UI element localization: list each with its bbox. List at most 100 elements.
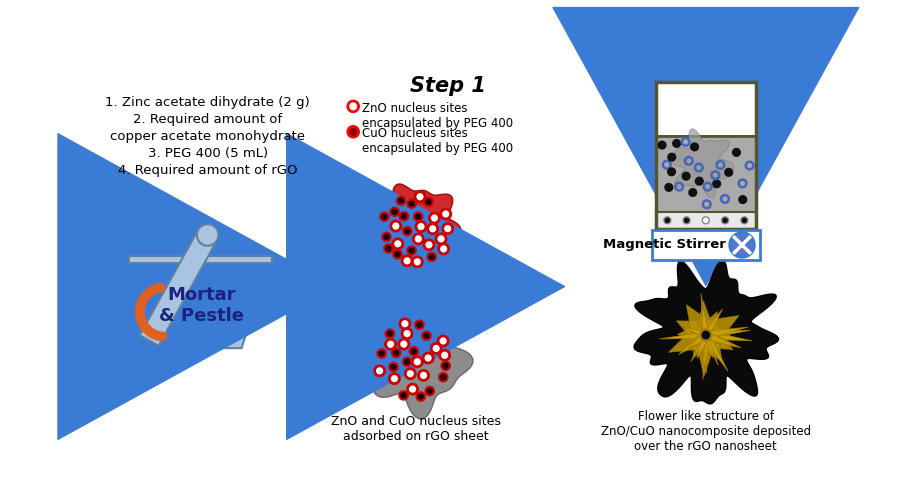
Circle shape bbox=[386, 339, 396, 349]
Circle shape bbox=[197, 224, 218, 246]
Circle shape bbox=[399, 212, 409, 220]
Circle shape bbox=[414, 212, 422, 221]
Polygon shape bbox=[710, 336, 733, 350]
Text: ZnO and CuO nucleus sites
adsorbed on rGO sheet: ZnO and CuO nucleus sites adsorbed on rG… bbox=[331, 415, 500, 443]
Circle shape bbox=[412, 257, 422, 267]
Circle shape bbox=[416, 222, 426, 232]
Circle shape bbox=[382, 233, 391, 241]
Polygon shape bbox=[703, 315, 739, 345]
Polygon shape bbox=[703, 341, 707, 379]
Circle shape bbox=[384, 244, 393, 253]
Text: Step 1: Step 1 bbox=[410, 76, 485, 97]
Circle shape bbox=[659, 141, 666, 149]
Circle shape bbox=[415, 192, 425, 202]
Circle shape bbox=[672, 140, 681, 148]
Polygon shape bbox=[129, 256, 272, 263]
Circle shape bbox=[391, 221, 401, 231]
Circle shape bbox=[725, 168, 733, 176]
Circle shape bbox=[397, 197, 405, 205]
Circle shape bbox=[730, 233, 755, 257]
Polygon shape bbox=[710, 323, 732, 347]
Text: ZnO nucleus sites
encapsulated by PEG 400: ZnO nucleus sites encapsulated by PEG 40… bbox=[363, 102, 514, 130]
Polygon shape bbox=[676, 321, 707, 345]
Circle shape bbox=[380, 212, 388, 221]
Circle shape bbox=[668, 153, 676, 161]
Circle shape bbox=[733, 148, 740, 156]
Circle shape bbox=[439, 244, 449, 254]
Circle shape bbox=[739, 196, 747, 203]
Circle shape bbox=[409, 347, 418, 355]
Circle shape bbox=[412, 357, 422, 367]
Circle shape bbox=[386, 329, 394, 338]
Polygon shape bbox=[701, 294, 707, 329]
Circle shape bbox=[408, 247, 416, 255]
Polygon shape bbox=[697, 300, 714, 331]
Polygon shape bbox=[707, 309, 723, 331]
Polygon shape bbox=[691, 340, 704, 362]
Circle shape bbox=[408, 384, 418, 394]
Polygon shape bbox=[699, 334, 723, 362]
Circle shape bbox=[413, 234, 423, 244]
Polygon shape bbox=[669, 325, 707, 352]
Circle shape bbox=[403, 227, 411, 236]
Circle shape bbox=[405, 369, 415, 379]
Polygon shape bbox=[700, 311, 717, 335]
Circle shape bbox=[393, 250, 402, 258]
Polygon shape bbox=[370, 184, 461, 277]
Polygon shape bbox=[703, 340, 713, 358]
Polygon shape bbox=[140, 230, 217, 346]
Polygon shape bbox=[688, 337, 703, 348]
Text: 1. Zinc acetate dihydrate (2 g): 1. Zinc acetate dihydrate (2 g) bbox=[105, 97, 310, 109]
Circle shape bbox=[417, 393, 425, 401]
Circle shape bbox=[664, 217, 671, 224]
Circle shape bbox=[348, 126, 358, 137]
Polygon shape bbox=[712, 327, 748, 337]
Circle shape bbox=[424, 240, 434, 250]
Circle shape bbox=[389, 374, 399, 384]
Polygon shape bbox=[704, 341, 708, 373]
Polygon shape bbox=[706, 339, 728, 371]
Circle shape bbox=[439, 373, 447, 382]
Circle shape bbox=[389, 363, 398, 371]
Polygon shape bbox=[695, 339, 716, 377]
Polygon shape bbox=[365, 312, 473, 419]
Circle shape bbox=[423, 353, 433, 363]
Circle shape bbox=[695, 177, 703, 185]
Text: Flower like structure of
ZnO/CuO nanocomposite deposited
over the rGO nanosheet: Flower like structure of ZnO/CuO nanocom… bbox=[601, 410, 811, 453]
Polygon shape bbox=[703, 341, 709, 368]
Polygon shape bbox=[703, 303, 708, 329]
Circle shape bbox=[399, 391, 408, 399]
Polygon shape bbox=[682, 326, 701, 335]
Text: CuO nucleus sites
encapsulated by PEG 400: CuO nucleus sites encapsulated by PEG 40… bbox=[363, 127, 514, 155]
Circle shape bbox=[682, 172, 690, 180]
Polygon shape bbox=[712, 330, 750, 338]
Polygon shape bbox=[710, 334, 736, 346]
Circle shape bbox=[422, 332, 431, 340]
Circle shape bbox=[393, 239, 403, 249]
Circle shape bbox=[689, 189, 697, 197]
Circle shape bbox=[390, 207, 398, 216]
Circle shape bbox=[375, 366, 385, 376]
Circle shape bbox=[442, 224, 453, 234]
Circle shape bbox=[436, 234, 446, 244]
FancyBboxPatch shape bbox=[652, 230, 759, 259]
Circle shape bbox=[442, 362, 450, 370]
Text: Mortar
& Pestle: Mortar & Pestle bbox=[159, 287, 244, 325]
Circle shape bbox=[703, 217, 709, 224]
Polygon shape bbox=[706, 340, 718, 365]
Polygon shape bbox=[712, 332, 752, 341]
Polygon shape bbox=[686, 304, 714, 338]
Circle shape bbox=[400, 319, 409, 329]
Circle shape bbox=[392, 348, 400, 357]
Polygon shape bbox=[656, 137, 756, 229]
Polygon shape bbox=[671, 129, 734, 198]
Polygon shape bbox=[634, 260, 779, 404]
Polygon shape bbox=[701, 313, 707, 330]
Circle shape bbox=[426, 387, 434, 395]
Circle shape bbox=[428, 252, 436, 261]
Text: 4. Required amount of rGO: 4. Required amount of rGO bbox=[118, 164, 298, 177]
Circle shape bbox=[377, 349, 386, 358]
Circle shape bbox=[348, 101, 358, 112]
Circle shape bbox=[403, 357, 411, 366]
Polygon shape bbox=[656, 83, 756, 137]
